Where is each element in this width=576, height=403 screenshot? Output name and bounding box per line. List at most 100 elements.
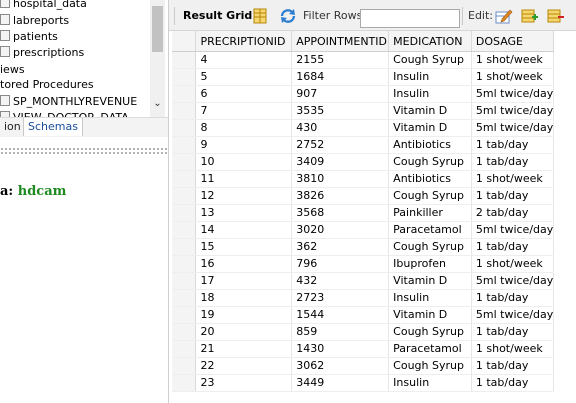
table-row[interactable]: 18 2723 Insulin 1 tab/day — [172, 289, 576, 307]
table-row[interactable]: 4 2155 Cough Syrup 1 shot/week — [172, 51, 576, 69]
tree-item[interactable]: hospital_data — [0, 0, 87, 12]
cell-precriptionid[interactable]: 6 — [195, 85, 293, 103]
table-row[interactable]: 13 3568 Painkiller 2 tab/day — [172, 204, 576, 222]
row-selector[interactable] — [172, 102, 197, 120]
table-row[interactable]: 22 3062 Cough Syrup 1 tab/day — [172, 357, 576, 375]
row-selector[interactable] — [172, 153, 197, 171]
table-row[interactable]: 15 362 Cough Syrup 1 tab/day — [172, 238, 576, 256]
cell-medication[interactable]: Cough Syrup — [388, 153, 472, 171]
cell-dosage[interactable]: 1 shot/week — [471, 255, 555, 273]
column-header-appointmentid[interactable]: APPOINTMENTID — [291, 31, 390, 52]
tree-scrollbar[interactable]: ⌄ — [150, 0, 165, 117]
cell-medication[interactable]: Insulin — [388, 68, 472, 86]
tree-item[interactable]: labreports — [0, 13, 69, 29]
cell-precriptionid[interactable]: 16 — [195, 255, 293, 273]
cell-precriptionid[interactable]: 19 — [195, 306, 293, 324]
cell-precriptionid[interactable]: 9 — [195, 136, 293, 154]
row-selector[interactable] — [172, 136, 197, 154]
cell-precriptionid[interactable]: 12 — [195, 187, 293, 205]
tree-item[interactable]: prescriptions — [0, 45, 84, 61]
cell-medication[interactable]: Insulin — [388, 289, 472, 307]
row-selector[interactable] — [172, 340, 197, 358]
cell-appointmentid[interactable]: 3810 — [291, 170, 390, 188]
cell-appointmentid[interactable]: 3020 — [291, 221, 390, 239]
cell-appointmentid[interactable]: 432 — [291, 272, 390, 290]
cell-precriptionid[interactable]: 4 — [195, 51, 293, 69]
cell-dosage[interactable]: 5ml twice/day — [471, 85, 555, 103]
cell-appointmentid[interactable]: 3826 — [291, 187, 390, 205]
cell-dosage[interactable]: 5ml twice/day — [471, 272, 555, 290]
table-row[interactable]: 8 430 Vitamin D 5ml twice/day — [172, 119, 576, 137]
result-grid[interactable]: PRECRIPTIONID APPOINTMENTID MEDICATION D… — [172, 31, 576, 403]
scrollbar-thumb[interactable] — [152, 6, 163, 52]
cell-appointmentid[interactable]: 2752 — [291, 136, 390, 154]
scroll-down-icon[interactable]: ⌄ — [153, 98, 162, 109]
cell-dosage[interactable]: 1 tab/day — [471, 357, 555, 375]
cell-medication[interactable]: Insulin — [388, 374, 472, 392]
cell-medication[interactable]: Vitamin D — [388, 306, 472, 324]
cell-appointmentid[interactable]: 3568 — [291, 204, 390, 222]
cell-dosage[interactable]: 1 tab/day — [471, 187, 555, 205]
cell-appointmentid[interactable]: 362 — [291, 238, 390, 256]
row-selector[interactable] — [172, 85, 197, 103]
row-selector[interactable] — [172, 289, 197, 307]
table-row[interactable]: 5 1684 Insulin 1 shot/week — [172, 68, 576, 86]
edit-row-icon[interactable] — [495, 8, 513, 24]
tab-administration[interactable]: ion — [4, 120, 21, 133]
cell-appointmentid[interactable]: 1544 — [291, 306, 390, 324]
row-selector[interactable] — [172, 306, 197, 324]
cell-precriptionid[interactable]: 5 — [195, 68, 293, 86]
row-selector[interactable] — [172, 272, 197, 290]
cell-appointmentid[interactable]: 859 — [291, 323, 390, 341]
cell-precriptionid[interactable]: 10 — [195, 153, 293, 171]
table-row[interactable]: 7 3535 Vitamin D 5ml twice/day — [172, 102, 576, 120]
table-row[interactable]: 12 3826 Cough Syrup 1 tab/day — [172, 187, 576, 205]
cell-medication[interactable]: Vitamin D — [388, 119, 472, 137]
cell-precriptionid[interactable]: 8 — [195, 119, 293, 137]
cell-precriptionid[interactable]: 18 — [195, 289, 293, 307]
cell-dosage[interactable]: 1 tab/day — [471, 289, 555, 307]
cell-medication[interactable]: Painkiller — [388, 204, 472, 222]
table-row[interactable]: 9 2752 Antibiotics 1 tab/day — [172, 136, 576, 154]
cell-dosage[interactable]: 2 tab/day — [471, 204, 555, 222]
row-selector[interactable] — [172, 187, 197, 205]
cell-medication[interactable]: Cough Syrup — [388, 357, 472, 375]
table-row[interactable]: 10 3409 Cough Syrup 1 tab/day — [172, 153, 576, 171]
cell-dosage[interactable]: 1 tab/day — [471, 136, 555, 154]
cell-medication[interactable]: Cough Syrup — [388, 51, 472, 69]
table-row[interactable]: 21 1430 Paracetamol 1 shot/week — [172, 340, 576, 358]
tab-schemas[interactable]: Schemas — [23, 118, 83, 136]
cell-dosage[interactable]: 1 tab/day — [471, 374, 555, 392]
cell-medication[interactable]: Antibiotics — [388, 136, 472, 154]
table-row[interactable]: 19 1544 Vitamin D 5ml twice/day — [172, 306, 576, 324]
tree-item[interactable]: tored Procedures — [0, 77, 94, 93]
tree-item[interactable]: iews — [0, 62, 25, 78]
refresh-icon[interactable] — [279, 8, 297, 24]
cell-precriptionid[interactable]: 7 — [195, 102, 293, 120]
cell-dosage[interactable]: 5ml twice/day — [471, 102, 555, 120]
tree-item[interactable]: patients — [0, 29, 58, 45]
cell-dosage[interactable]: 1 tab/day — [471, 153, 555, 171]
row-selector-header[interactable] — [172, 31, 197, 52]
table-row[interactable]: 20 859 Cough Syrup 1 tab/day — [172, 323, 576, 341]
delete-row-icon[interactable] — [547, 8, 565, 24]
cell-precriptionid[interactable]: 21 — [195, 340, 293, 358]
column-header-dosage[interactable]: DOSAGE — [471, 31, 555, 52]
tree-item[interactable]: SP_MONTHLYREVENUE — [0, 94, 137, 110]
cell-medication[interactable]: Cough Syrup — [388, 323, 472, 341]
cell-dosage[interactable]: 5ml twice/day — [471, 221, 555, 239]
cell-dosage[interactable]: 1 shot/week — [471, 51, 555, 69]
cell-precriptionid[interactable]: 22 — [195, 357, 293, 375]
cell-precriptionid[interactable]: 11 — [195, 170, 293, 188]
cell-precriptionid[interactable]: 14 — [195, 221, 293, 239]
cell-appointmentid[interactable]: 3449 — [291, 374, 390, 392]
splitter-handle[interactable] — [0, 147, 168, 155]
cell-dosage[interactable]: 1 tab/day — [471, 323, 555, 341]
cell-appointmentid[interactable]: 2723 — [291, 289, 390, 307]
row-selector[interactable] — [172, 238, 197, 256]
table-row[interactable]: 23 3449 Insulin 1 tab/day — [172, 374, 576, 392]
cell-dosage[interactable]: 5ml twice/day — [471, 119, 555, 137]
result-grid-button[interactable]: Result Grid — [183, 9, 253, 22]
cell-dosage[interactable]: 1 shot/week — [471, 340, 555, 358]
cell-medication[interactable]: Paracetamol — [388, 221, 472, 239]
